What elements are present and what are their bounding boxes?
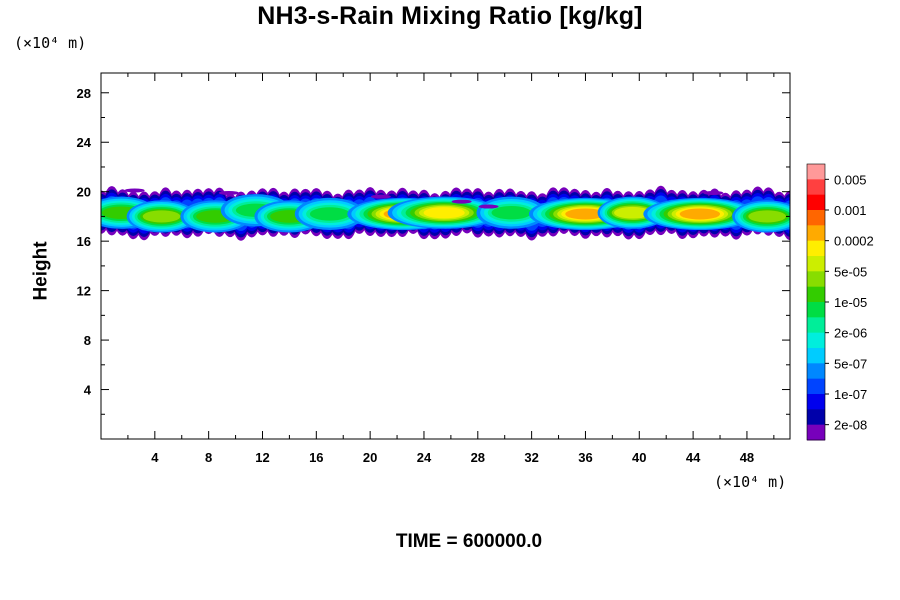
colorbar-label: 0.001 (834, 203, 867, 218)
colorbar-label: 1e-07 (834, 387, 867, 402)
colorbar-swatch (807, 332, 825, 349)
colorbar-swatch (807, 378, 825, 395)
contour-cell (748, 210, 786, 223)
contour-field (101, 185, 790, 241)
colorbar-swatch (807, 317, 825, 334)
time-label: TIME = 600000.0 (395, 531, 543, 552)
plot-frame (100, 72, 791, 440)
y-tick-label: 4 (84, 383, 92, 398)
contour-wisp (370, 194, 391, 199)
colorbar-swatch (807, 225, 825, 242)
colorbar-swatch (807, 194, 825, 211)
colorbar-label: 2e-08 (834, 418, 867, 433)
colorbar-label: 1e-05 (834, 295, 867, 310)
colorbar-swatch (807, 363, 825, 380)
contour-cell (614, 206, 652, 219)
y-tick-label: 16 (77, 234, 91, 249)
colorbar-label: 2e-06 (834, 326, 867, 341)
colorbar-label: 5e-05 (834, 264, 867, 279)
contour-cell (565, 208, 606, 220)
y-tick-label: 28 (77, 86, 91, 101)
y-tick-label: 12 (77, 284, 91, 299)
y-tick-label: 24 (77, 135, 92, 150)
x-tick-label: 48 (740, 450, 754, 465)
x-tick-label: 16 (309, 450, 323, 465)
contour-cell (423, 207, 465, 219)
x-tick-label: 12 (255, 450, 269, 465)
colorbar-label: 0.005 (834, 172, 867, 187)
colorbar-swatch (807, 164, 825, 180)
contour-cell (491, 206, 532, 220)
contour-cell (142, 210, 181, 223)
contour-wisp (451, 199, 472, 204)
colorbar-swatch (807, 210, 825, 226)
colorbar-swatch (807, 286, 825, 303)
x-tick-label: 40 (632, 450, 646, 465)
y-tick-label: 8 (84, 333, 91, 348)
colorbar-label: 0.0002 (834, 234, 874, 249)
x-tick-label: 36 (578, 450, 592, 465)
colorbar-swatch (807, 271, 825, 288)
contour-cell (309, 207, 350, 221)
colorbar-swatch (807, 256, 825, 272)
colorbar-swatch (807, 348, 825, 364)
colorbar-swatch (807, 409, 825, 426)
colorbar-swatch (807, 302, 825, 318)
contour-wisp (478, 204, 499, 209)
colorbar: 0.005 0.001 0.0002 5e-05 1e-05 2e-06 5e-07 1e-0… (806, 163, 874, 441)
x-tick-label: 20 (363, 450, 377, 465)
x-tick-label: 28 (471, 450, 485, 465)
colorbar-swatch (807, 240, 825, 257)
contour-wisp (124, 188, 145, 193)
x-tick-label: 8 (205, 450, 212, 465)
contour-wisp (703, 190, 724, 195)
x-tick-label: 24 (417, 450, 432, 465)
contour-wisp (218, 190, 239, 195)
y-axis-unit-label: (×10⁴ m) (14, 34, 87, 52)
x-tick-label: 44 (686, 450, 701, 465)
x-tick-label: 32 (524, 450, 538, 465)
x-tick-label: 4 (151, 450, 159, 465)
y-tick-label: 20 (77, 185, 91, 200)
chart-title: NH3-s-Rain Mixing Ratio [kg/kg] (257, 2, 643, 30)
colorbar-label: 5e-07 (834, 356, 867, 371)
contour-cell (679, 208, 721, 220)
colorbar-swatch (807, 179, 825, 196)
colorbar-swatch (807, 394, 825, 410)
colorbar-swatch (807, 424, 825, 441)
x-axis-unit-label: (×10⁴ m) (714, 473, 787, 491)
